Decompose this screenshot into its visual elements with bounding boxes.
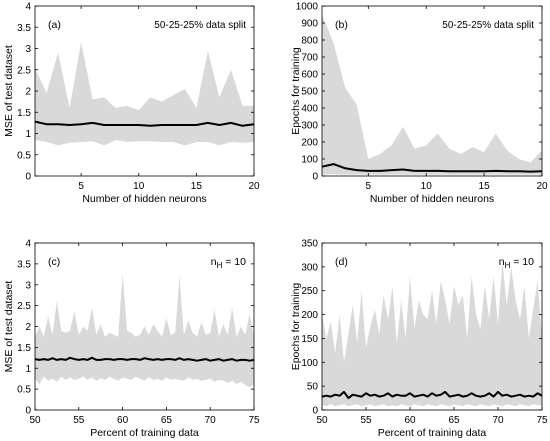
y-tick-label: 2	[25, 322, 31, 333]
mean-line	[34, 356, 255, 362]
y-tick-label: 1.5	[17, 343, 31, 354]
range-band	[322, 14, 542, 175]
y-tick-label: 0.5	[17, 385, 31, 396]
y-tick-label: 400	[301, 104, 318, 115]
y-tick-label: 3.5	[17, 23, 31, 34]
x-axis-label: Number of hidden neurons	[82, 193, 206, 205]
y-tick-label: 4	[25, 239, 31, 250]
x-tick-label: 55	[360, 415, 372, 426]
y-tick-label: 3	[25, 280, 31, 291]
x-tick-label: 60	[404, 415, 416, 426]
x-tick-label: 55	[73, 415, 85, 426]
y-tick-label: 200	[301, 138, 318, 149]
y-tick-label: 3.5	[17, 259, 31, 270]
x-tick-label: 20	[248, 181, 260, 192]
y-tick-label: 800	[301, 36, 318, 47]
x-tick-label: 70	[205, 415, 217, 426]
x-axis-label: Number of hidden neurons	[370, 193, 494, 205]
x-tick-label: 15	[191, 181, 203, 192]
x-tick-label: 10	[421, 181, 433, 192]
panel-annotation: 50-25-25% data split	[442, 20, 534, 31]
y-tick-label: 100	[301, 358, 318, 369]
x-axis-label: Percent of training data	[90, 427, 199, 439]
panel-a: 0 0.5 1 1.5 2 2.5 3 3.5 4 5 10 15 20 Number of hidden…	[3, 2, 260, 206]
x-axis-label: Percent of training data	[378, 427, 487, 439]
mean-line	[321, 163, 543, 173]
y-axis-label: Epochs for training	[290, 47, 302, 135]
y-tick-label: 300	[301, 262, 318, 273]
y-tick-label: 2.5	[17, 65, 31, 76]
x-tick-label: 75	[248, 415, 260, 426]
y-axis-label: MSE of test dataset	[3, 45, 15, 137]
y-tick-label: 4	[25, 2, 31, 13]
x-tick-label: 10	[133, 181, 145, 192]
y-tick-label: 0	[25, 172, 31, 183]
y-axis-label: MSE of test dataset	[3, 281, 15, 373]
panel-label: (b)	[335, 19, 348, 31]
x-tick-label: 5	[366, 181, 372, 192]
y-tick-label: 3	[25, 44, 31, 55]
panel-c: 0 0.5 1 1.5 2 2.5 3 3.5 4 50 55 60 65 70 75 Percent of …	[3, 239, 260, 440]
y-tick-label: 900	[301, 19, 318, 30]
panel-annotation: nH = 10	[499, 256, 534, 270]
y-tick-label: 250	[301, 286, 318, 297]
y-tick-label: 0	[25, 406, 31, 417]
y-tick-label: 2.5	[17, 301, 31, 312]
y-tick-label: 50	[307, 382, 319, 393]
x-tick-label: 60	[117, 415, 129, 426]
panel-annotation: 50-25-25% data split	[154, 20, 246, 31]
panel-b: 0 100 200 300 400 500 600 700 800 900 1000 5 10 15 20 N…	[290, 2, 548, 206]
range-band	[322, 262, 542, 407]
y-tick-label: 0	[312, 406, 318, 417]
mean-line	[321, 390, 543, 400]
y-tick-label: 500	[301, 87, 318, 98]
panel-annotation: nH = 10	[211, 256, 246, 270]
x-tick-label: 75	[536, 415, 548, 426]
y-tick-label: 1.5	[17, 108, 31, 119]
y-tick-label: 1000	[296, 2, 319, 13]
y-tick-label: 600	[301, 70, 318, 81]
x-tick-label: 5	[78, 181, 84, 192]
y-tick-label: 150	[301, 334, 318, 345]
x-tick-label: 50	[316, 415, 328, 426]
panel-label: (d)	[335, 256, 348, 268]
x-tick-label: 65	[161, 415, 173, 426]
y-tick-label: 0.5	[17, 150, 31, 161]
axes-frame	[34, 5, 255, 177]
y-tick-label: 0	[312, 172, 318, 183]
y-tick-label: 1	[25, 364, 31, 375]
y-tick-label: 100	[301, 155, 318, 166]
y-tick-label: 200	[301, 310, 318, 321]
axes-frame	[321, 242, 543, 411]
y-axis-label: Epochs for training	[290, 283, 302, 371]
x-tick-label: 65	[448, 415, 460, 426]
panel-label: (a)	[48, 19, 61, 31]
range-band	[35, 42, 254, 146]
panel-label: (c)	[48, 256, 60, 268]
y-tick-label: 1	[25, 129, 31, 140]
y-tick-label: 2	[25, 87, 31, 98]
x-tick-label: 50	[29, 415, 41, 426]
x-tick-label: 15	[479, 181, 491, 192]
y-tick-label: 300	[301, 121, 318, 132]
y-tick-label: 700	[301, 53, 318, 64]
y-tick-label: 350	[301, 239, 318, 250]
mean-line	[34, 120, 255, 127]
range-band	[35, 274, 254, 387]
x-tick-label: 20	[536, 181, 548, 192]
x-tick-label: 70	[492, 415, 504, 426]
